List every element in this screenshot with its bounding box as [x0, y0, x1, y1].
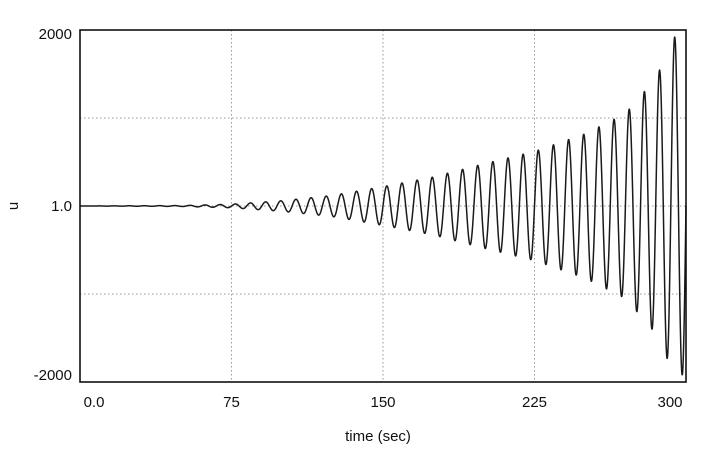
x-tick-label: 225 [522, 394, 547, 411]
x-axis-label: time (sec) [345, 428, 411, 445]
x-tick-label: 75 [223, 394, 240, 411]
y-axis-label: u [5, 202, 22, 210]
x-tick-label: 300 [657, 394, 682, 411]
y-tick-labels: -2000 1.0 2000 [34, 26, 72, 384]
y-tick-label: 2000 [39, 26, 72, 43]
plot-frame [79, 29, 687, 383]
x-tick-labels: 0.0 75 150 225 300 [84, 394, 683, 411]
y-tick-label: 1.0 [51, 198, 72, 215]
y-tick-label: -2000 [34, 367, 72, 384]
series-line [79, 36, 687, 376]
x-tick-label: 0.0 [84, 394, 105, 411]
x-tick-label: 150 [370, 394, 395, 411]
